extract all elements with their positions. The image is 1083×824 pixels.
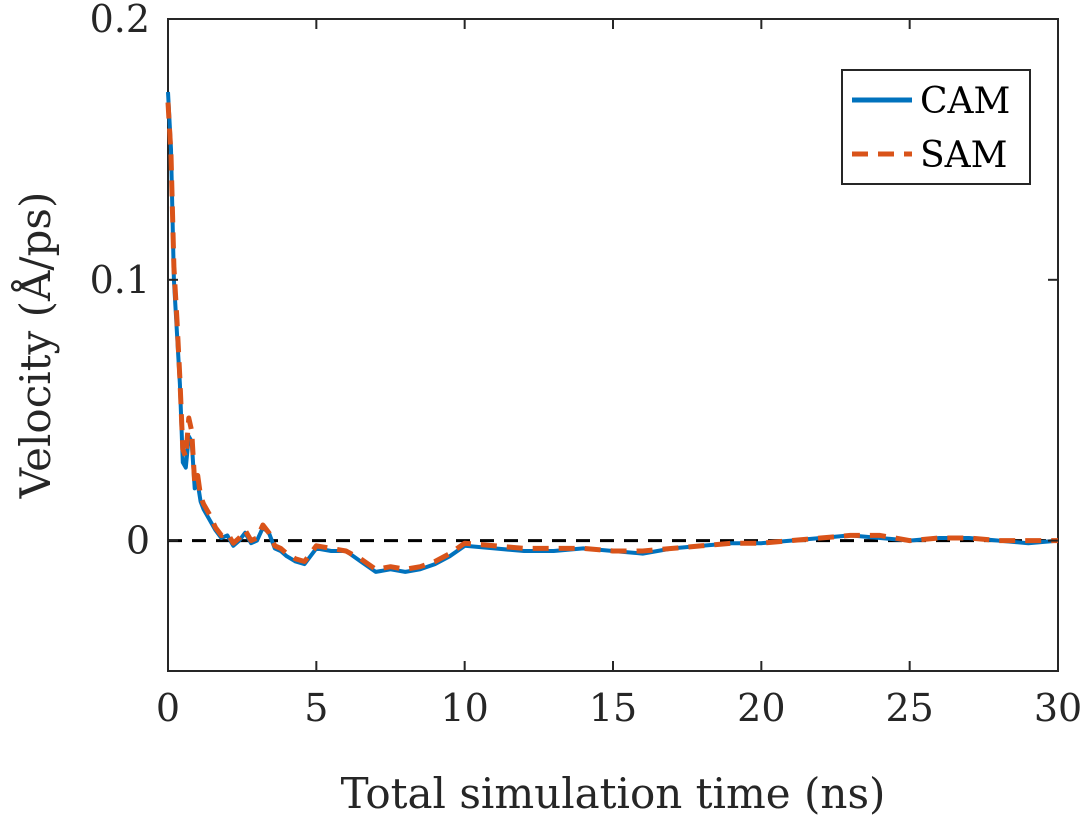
x-tick-label: 25 [885,686,933,730]
y-axis-title: Velocity (Å/ps) [10,192,60,500]
x-tick-label: 10 [440,686,488,730]
legend-box [841,69,1031,185]
x-tick-label: 5 [304,686,328,730]
x-axis-title: Total simulation time (ns) [341,769,886,818]
series-layer [165,91,1059,574]
legend-label-cam: CAM [920,81,1010,122]
y-tick-label: 0.2 [90,0,150,41]
x-tick-label: 0 [156,686,180,730]
x-tick-label: 20 [737,686,785,730]
x-tick-label: 15 [589,686,637,730]
y-tick-label: 0 [126,519,150,563]
x-tick-label: 30 [1034,686,1082,730]
legend-label-sam: SAM [920,135,1008,176]
series-line-sam [165,102,1058,572]
ticks-layer: 0 5 10 15 20 25 30 0 0.1 0.2 [90,0,1083,730]
y-tick-label: 0.1 [90,258,150,302]
legend: CAM SAM [841,69,1031,185]
